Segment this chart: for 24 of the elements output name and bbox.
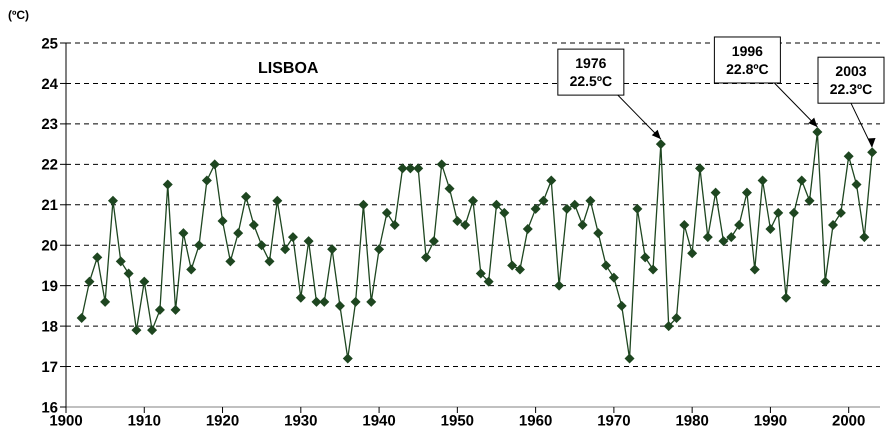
y-axis-title: (ºC) [8,8,30,22]
annotation: 2003 22.3ºC [830,63,872,98]
text: LISBOA [258,60,318,78]
x-tick-label: 1950 [440,412,474,430]
x-tick-label: 1930 [284,412,318,430]
y-tick-label: 20 [41,238,58,255]
x-tick-label: 1970 [597,412,631,430]
x-tick-label: 1960 [518,412,552,430]
x-tick-label: 1980 [675,412,709,430]
x-tick-label: 1910 [128,412,161,430]
x-tick-label: 1920 [206,412,240,430]
y-tick-label: 23 [41,116,58,134]
y-tick-label: 24 [41,76,59,93]
x-tick-label: 2000 [832,412,866,430]
y-tick-label: 25 [41,35,58,52]
y-tick-label: 21 [41,197,58,214]
y-tick-label: 18 [41,318,58,336]
annotation: 1976 22.5ºC [570,55,612,90]
annotation: 1996 22.8ºC [726,42,769,77]
x-tick-label: 1990 [754,412,788,430]
y-tick-label: 22 [41,156,58,174]
y-tick-label: 17 [41,358,58,376]
y-tick-label: 19 [41,278,58,295]
x-tick-label: 1940 [362,412,396,430]
